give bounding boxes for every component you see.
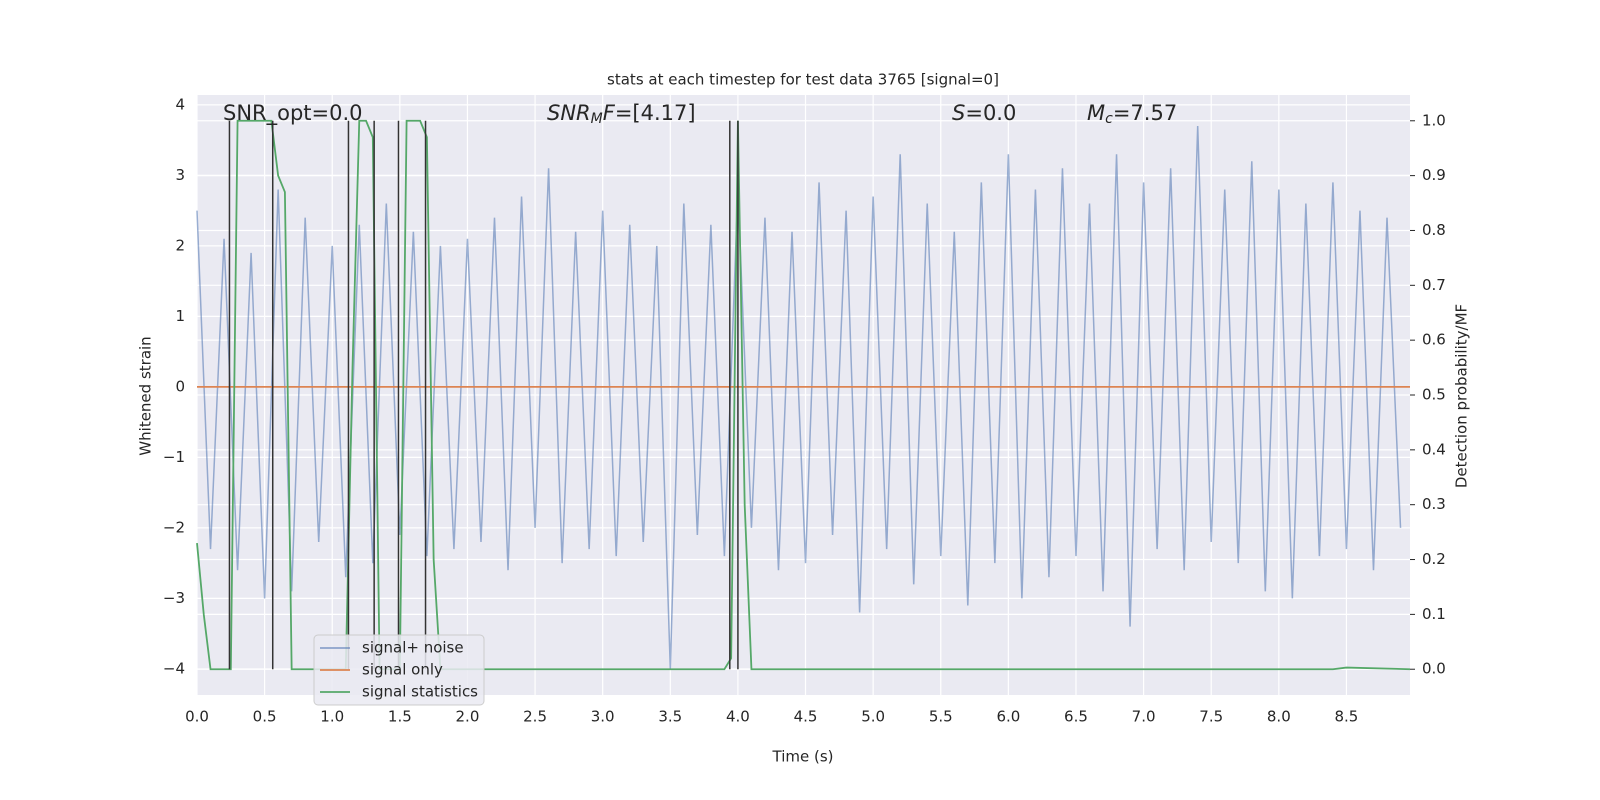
x-tick-label: 3.5: [658, 708, 682, 726]
x-tick-label: 5.5: [929, 708, 953, 726]
annotation: Mc=7.57: [1087, 101, 1177, 127]
x-tick-label: 6.5: [1064, 708, 1088, 726]
annotation: S=0.0: [952, 101, 1016, 125]
annotation-part: =[4.17]: [615, 101, 696, 125]
annotation: SNRMF=[4.17]: [547, 101, 696, 127]
y2-tick-label: 0.4: [1422, 440, 1446, 458]
y-tick-label: −2: [163, 518, 185, 536]
annotation-part: M: [591, 111, 603, 127]
y2-axis-label: Detection probability/MF: [1453, 304, 1471, 488]
x-tick-label: 8.0: [1267, 708, 1291, 726]
x-tick-label: 4.0: [726, 708, 750, 726]
x-tick-label: 0.0: [185, 708, 209, 726]
y2-tick-label: 1.0: [1422, 111, 1446, 129]
x-tick-label: 1.5: [388, 708, 412, 726]
x-tick-label: 7.5: [1199, 708, 1223, 726]
y-tick-label: 3: [175, 166, 185, 184]
legend-label: signal+ noise: [362, 639, 464, 657]
annotation-part: S: [952, 101, 965, 125]
y-tick-label: 2: [175, 236, 185, 254]
y2-tick-label: 0.8: [1422, 221, 1446, 239]
x-tick-label: 2.0: [456, 708, 480, 726]
annotation: SNR_opt=0.0: [223, 101, 363, 126]
y2-tick-label: 0.0: [1422, 660, 1446, 678]
y-tick-label: 4: [175, 95, 185, 113]
y-tick-label: 1: [175, 307, 185, 325]
y-axis-label: Whitened strain: [137, 336, 155, 455]
y2-tick-label: 0.7: [1422, 276, 1446, 294]
x-tick-label: 3.0: [591, 708, 615, 726]
series-line: [196, 125, 1402, 669]
y2-tick-label: 0.2: [1422, 550, 1446, 568]
x-tick-label: 7.0: [1132, 708, 1156, 726]
x-tick-label: 4.5: [794, 708, 818, 726]
x-tick-label: 5.0: [861, 708, 885, 726]
y2-tick-label: 0.5: [1422, 386, 1446, 404]
y2-tick-label: 0.6: [1422, 331, 1446, 349]
annotation-part: =7.57: [1113, 101, 1177, 125]
legend-label: signal statistics: [362, 683, 478, 701]
y2-tick-label: 0.1: [1422, 605, 1446, 623]
y-tick-label: 0: [175, 377, 185, 395]
y2-tick-label: 0.9: [1422, 166, 1446, 184]
y-tick-label: −4: [163, 659, 185, 677]
x-tick-label: 1.0: [320, 708, 344, 726]
x-tick-label: 0.5: [253, 708, 277, 726]
annotation-part: SNR_opt=0.0: [223, 101, 363, 126]
annotation-part: F: [603, 101, 616, 125]
annotation-part: SNR: [547, 101, 591, 125]
y2-tick-label: 0.3: [1422, 495, 1446, 513]
legend-label: signal only: [362, 661, 443, 679]
legend-box: [313, 634, 485, 706]
x-axis-label: Time (s): [772, 748, 834, 766]
y-tick-label: −1: [163, 448, 185, 466]
annotation-part: c: [1105, 111, 1113, 127]
annotation-part: M: [1087, 101, 1105, 125]
x-tick-label: 2.5: [523, 708, 547, 726]
y-tick-label: −3: [163, 589, 185, 607]
x-tick-label: 6.0: [996, 708, 1020, 726]
chart-title: stats at each timestep for test data 376…: [607, 71, 999, 89]
x-tick-label: 8.5: [1335, 708, 1359, 726]
annotation-part: =0.0: [965, 101, 1016, 125]
